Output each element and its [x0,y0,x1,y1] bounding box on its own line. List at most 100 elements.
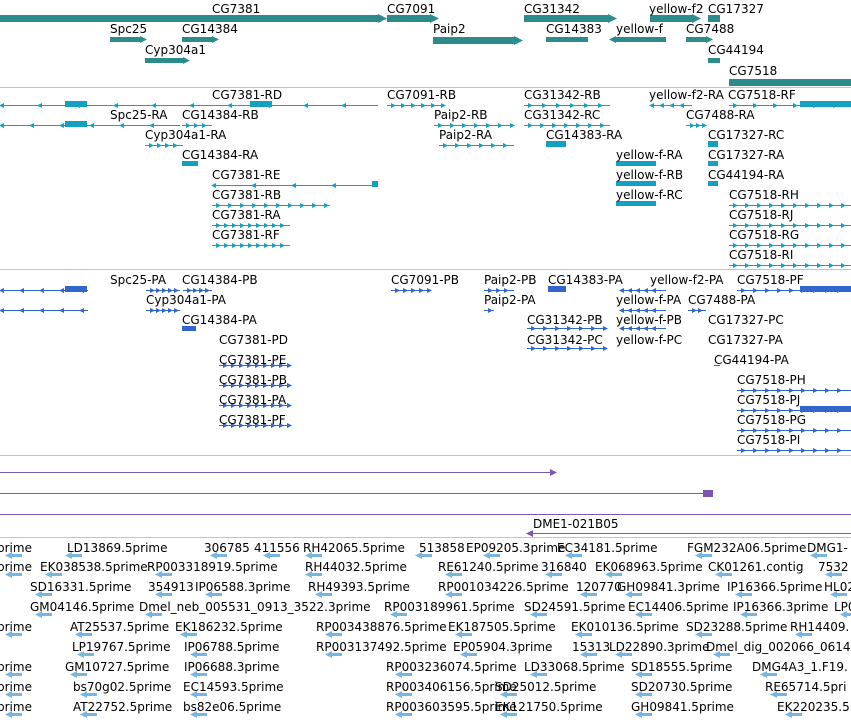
est-bar[interactable] [622,653,632,656]
feature-bar[interactable] [729,79,851,86]
est-bar[interactable] [847,613,851,616]
feature-bar[interactable] [372,181,378,187]
feature-arrow[interactable] [753,288,758,293]
est-bar[interactable] [642,613,652,616]
feature-arrow[interactable] [777,388,782,393]
feature-arrow[interactable] [272,243,277,248]
feature-bar[interactable] [800,101,851,107]
feature-arrow[interactable] [39,308,44,313]
intron-line[interactable] [391,290,430,291]
alignment-end[interactable] [703,490,713,497]
est-bar[interactable] [507,713,517,716]
intron-line[interactable] [219,405,290,406]
feature-arrow[interactable] [280,243,285,248]
feature-arrow[interactable] [247,423,252,428]
feature-arrow[interactable] [488,288,493,293]
intron-line[interactable] [212,205,330,206]
feature-arrow[interactable] [205,288,210,293]
feature-arrow[interactable] [817,243,822,248]
feature-arrow[interactable] [769,263,774,268]
feature-arrow[interactable] [773,103,778,108]
feature-arrow[interactable] [603,326,608,331]
feature-arrow[interactable] [155,591,162,598]
feature-arrow[interactable] [769,243,774,248]
feature-arrow[interactable] [151,103,156,108]
feature-arrow[interactable] [187,288,192,293]
feature-arrow[interactable] [706,36,713,43]
feature-bar[interactable] [708,58,720,63]
feature-arrow[interactable] [300,203,305,208]
feature-arrow[interactable] [150,308,155,313]
feature-bar[interactable] [145,58,183,63]
feature-arrow[interactable] [247,363,252,368]
feature-bar[interactable] [546,37,588,42]
est-bar[interactable] [792,713,802,716]
feature-arrow[interactable] [702,123,707,128]
feature-arrow[interactable] [789,448,794,453]
feature-arrow[interactable] [810,552,817,559]
est-bar[interactable] [12,554,22,557]
feature-arrow[interactable] [789,388,794,393]
feature-arrow[interactable] [239,403,244,408]
feature-arrow[interactable] [150,288,155,293]
feature-bar[interactable] [616,37,666,42]
feature-arrow[interactable] [793,103,798,108]
est-bar[interactable] [197,713,207,716]
est-bar[interactable] [722,573,732,576]
feature-bar[interactable] [433,37,514,44]
feature-arrow[interactable] [514,36,523,45]
feature-arrow[interactable] [0,308,4,313]
feature-arrow[interactable] [488,308,493,313]
feature-arrow[interactable] [801,448,806,453]
feature-arrow[interactable] [651,308,656,313]
feature-bar[interactable] [616,181,656,186]
feature-arrow[interactable] [789,288,794,293]
est-bar[interactable] [817,554,827,557]
feature-arrow[interactable] [80,711,87,718]
est-bar[interactable] [42,593,52,596]
intron-line[interactable] [729,225,851,226]
feature-arrow[interactable] [760,671,767,678]
feature-arrow[interactable] [576,123,581,128]
feature-arrow[interactable] [113,103,118,108]
feature-arrow[interactable] [829,243,834,248]
feature-bar[interactable] [708,15,720,22]
feature-arrow[interactable] [770,691,777,698]
feature-arrow[interactable] [216,223,221,228]
feature-arrow[interactable] [757,263,762,268]
feature-arrow[interactable] [39,288,44,293]
alignment-line[interactable] [0,493,712,494]
feature-arrow[interactable] [37,103,42,108]
feature-arrow[interactable] [695,631,702,638]
intron-line[interactable] [145,145,183,146]
est-bar[interactable] [452,593,462,596]
feature-arrow[interactable] [765,388,770,393]
feature-arrow[interactable] [769,223,774,228]
feature-arrow[interactable] [696,123,701,128]
feature-arrow[interactable] [753,448,758,453]
feature-arrow[interactable] [765,428,770,433]
feature-arrow[interactable] [745,263,750,268]
feature-arrow[interactable] [180,631,187,638]
feature-arrow[interactable] [256,223,261,228]
est-bar[interactable] [422,554,432,557]
feature-arrow[interactable] [419,288,424,293]
feature-bar[interactable] [708,161,718,166]
feature-arrow[interactable] [162,308,167,313]
feature-arrow[interactable] [698,308,703,313]
feature-arrow[interactable] [211,183,216,188]
feature-arrow[interactable] [765,448,770,453]
est-bar[interactable] [217,554,227,557]
feature-arrow[interactable] [825,428,830,433]
feature-arrow[interactable] [486,123,491,128]
feature-arrow[interactable] [619,326,624,331]
feature-arrow[interactable] [232,223,237,228]
feature-arrow[interactable] [5,571,12,578]
feature-arrow[interactable] [324,203,329,208]
est-bar[interactable] [12,713,22,716]
feature-arrow[interactable] [256,243,261,248]
est-bar[interactable] [87,713,97,716]
feature-arrow[interactable] [280,223,285,228]
feature-arrow[interactable] [841,203,846,208]
feature-arrow[interactable] [303,103,308,108]
